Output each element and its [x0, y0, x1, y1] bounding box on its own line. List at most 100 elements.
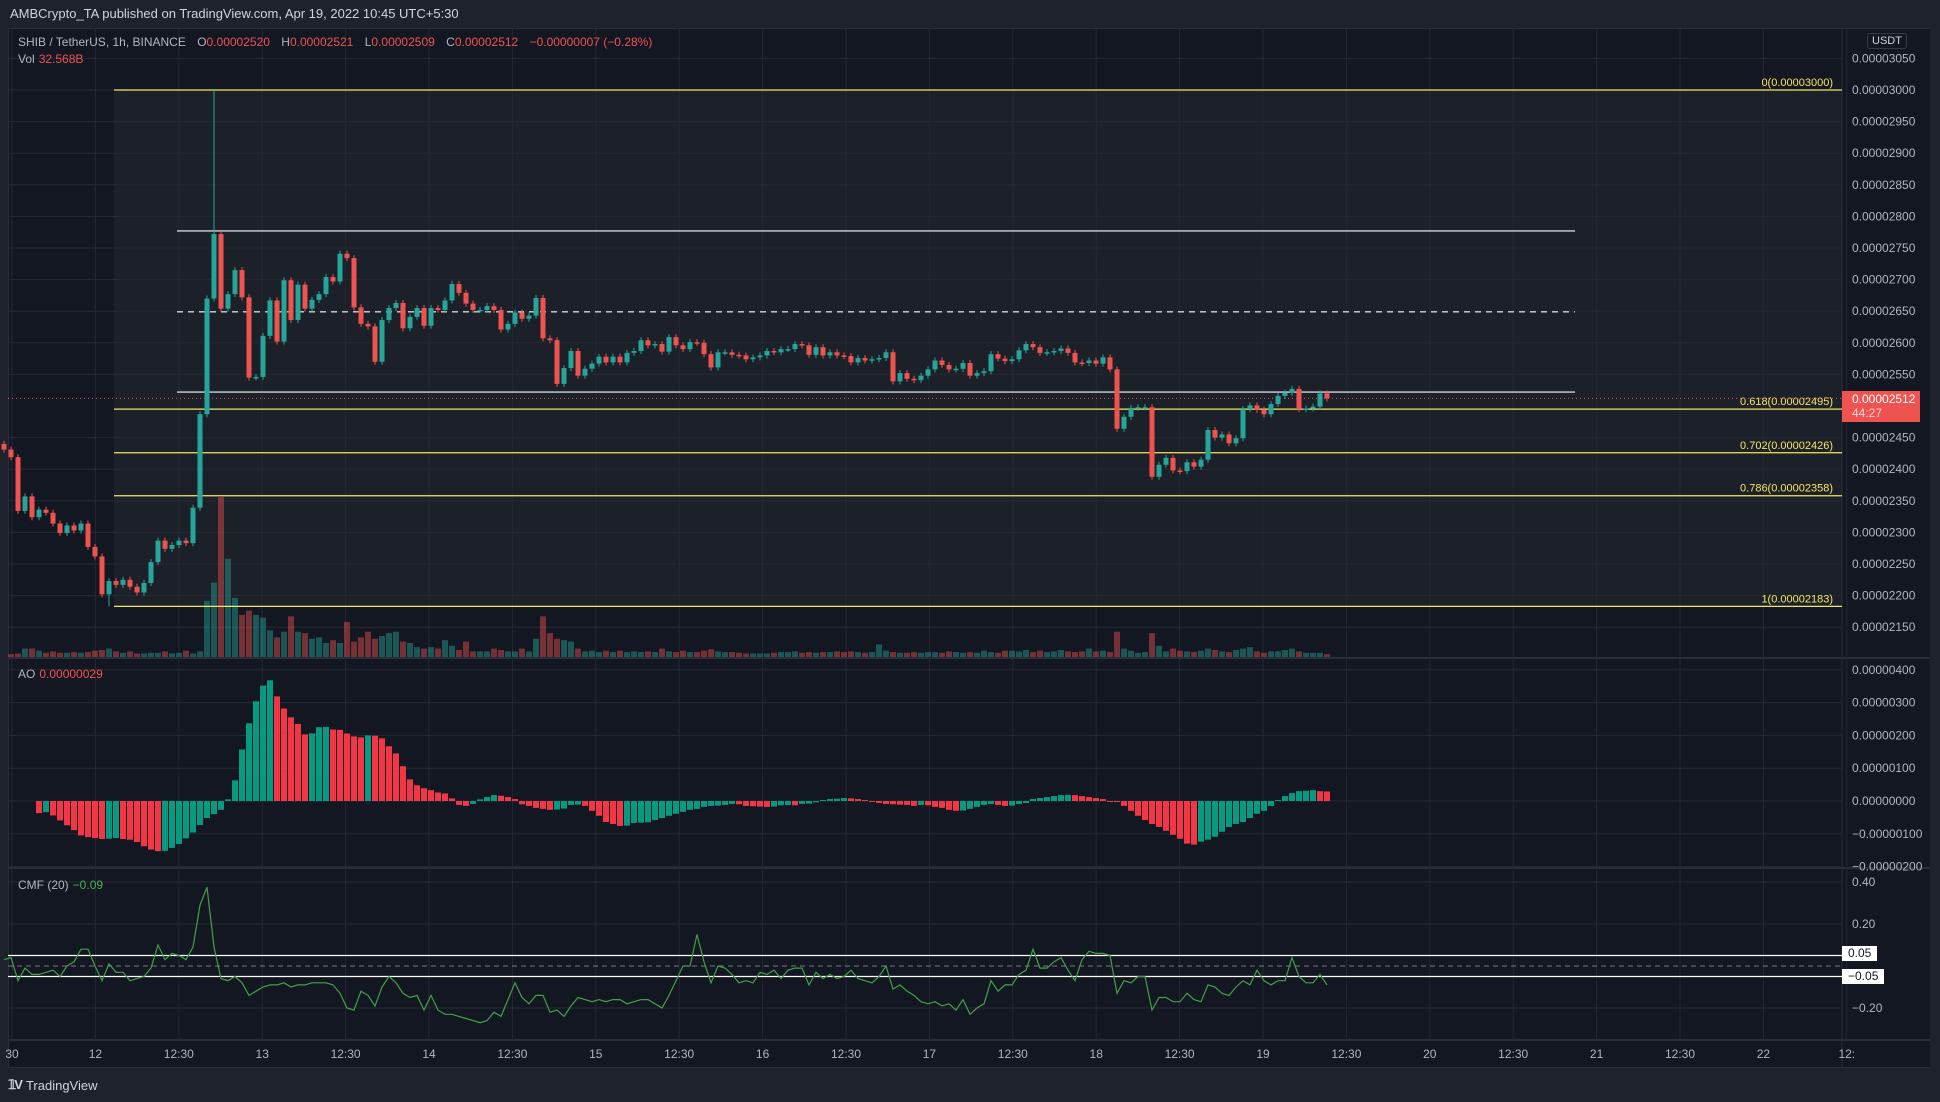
candle-body [1324, 393, 1330, 399]
volume-bar [995, 652, 1001, 657]
candle-body [673, 337, 679, 346]
candle-body [1282, 392, 1288, 396]
time-tick-label: 12 [89, 1047, 103, 1061]
volume-bar [71, 652, 77, 657]
candle-body [15, 457, 21, 511]
volume-bar [1023, 649, 1029, 657]
time-tick-label: 12:30 [1331, 1047, 1361, 1061]
volume-bar [1079, 651, 1085, 657]
ao-bar [1303, 790, 1309, 801]
volume-bar [547, 633, 553, 657]
volume-bar [1065, 651, 1071, 657]
candle-body [1289, 388, 1295, 393]
candle-body [1212, 430, 1218, 438]
ao-value: 0.00000029 [39, 667, 103, 681]
ao-bar [568, 801, 574, 805]
candle-body [939, 360, 945, 365]
ao-bar [1044, 797, 1050, 801]
volume-bar [162, 651, 168, 657]
high-label: H [281, 35, 290, 49]
cmf-line [3, 887, 1328, 1024]
volume-bar [722, 652, 728, 657]
candle-body [85, 523, 91, 547]
candle-body [22, 496, 28, 511]
volume-bar [260, 617, 266, 657]
volume-bar [918, 652, 924, 657]
ao-bar [477, 799, 483, 801]
ao-bar [491, 795, 497, 801]
volume-bar [183, 650, 189, 657]
volume-bar [1240, 648, 1246, 657]
candle-body [638, 340, 644, 352]
volume-bar [743, 653, 749, 657]
change-value: −0.00000007 (−0.28%) [529, 35, 653, 49]
volume-bar [806, 652, 812, 657]
price-tick-label: 0.00002600 [1852, 336, 1916, 350]
volume-bar [470, 651, 476, 657]
volume-bar [351, 641, 357, 657]
ao-legend: AO 0.00000029 [18, 667, 107, 681]
ao-bar [932, 801, 938, 807]
candle-body [302, 284, 308, 309]
candle-body [113, 581, 119, 585]
ao-bar [519, 801, 525, 805]
ao-bar [799, 801, 805, 804]
candle-body [435, 308, 441, 310]
volume-bar [141, 653, 147, 657]
time-tick-label: 17 [923, 1047, 937, 1061]
cmf-label[interactable]: CMF (20) [18, 878, 69, 892]
volume-bar [1009, 650, 1015, 657]
ao-bar [141, 801, 147, 847]
volume-value: 32.568B [38, 52, 84, 66]
candle-body [778, 349, 784, 353]
volume-bar [1282, 649, 1288, 657]
volume-bar [1324, 654, 1330, 657]
ao-tick-label: 0.00000300 [1852, 696, 1916, 710]
candle-body [547, 338, 553, 341]
tradingview-logo[interactable]: 𝟙V TradingView [8, 1077, 98, 1093]
ao-bar [925, 801, 931, 806]
candle-body [29, 496, 35, 518]
ao-bar [876, 801, 882, 803]
volume-bar [379, 635, 385, 657]
candle-body [407, 316, 413, 329]
volume-bar [939, 652, 945, 657]
volume-bar [463, 641, 469, 657]
volume-bar [680, 650, 686, 657]
volume-bar [421, 648, 427, 657]
candle-body [484, 306, 490, 310]
ao-bar [939, 801, 945, 808]
ao-bar [1184, 801, 1190, 844]
volume-bar [435, 648, 441, 657]
candle-body [1058, 348, 1064, 352]
volume-label[interactable]: Vol [18, 52, 35, 66]
symbol-name[interactable]: SHIB / TetherUS, 1h, BINANCE [18, 35, 186, 49]
ao-bar [1233, 801, 1239, 824]
ao-bar [575, 801, 581, 805]
volume-bar [190, 653, 196, 657]
ao-bar [764, 801, 770, 807]
volume-bar [330, 640, 336, 657]
candle-body [995, 354, 1001, 359]
candle-body [820, 347, 826, 356]
volume-bar [848, 651, 854, 657]
candle-body [127, 579, 133, 587]
candle-body [43, 509, 49, 513]
ao-label[interactable]: AO [18, 667, 36, 681]
ao-bar [827, 799, 833, 801]
currency-button[interactable]: USDT [1867, 33, 1907, 49]
price-tick-label: 0.00002750 [1852, 241, 1916, 255]
ao-bar [715, 801, 721, 806]
ao-bar [1100, 799, 1106, 801]
candle-body [1240, 409, 1246, 439]
price-tick-label: 0.00002900 [1852, 146, 1916, 160]
ao-bar [540, 801, 546, 809]
volume-bar [78, 652, 84, 657]
candle-body [1142, 407, 1148, 409]
volume-bar [869, 652, 875, 657]
ao-bar [183, 801, 189, 839]
candle-body [806, 345, 812, 355]
candle-body [351, 258, 357, 308]
candle-body [1163, 457, 1169, 465]
